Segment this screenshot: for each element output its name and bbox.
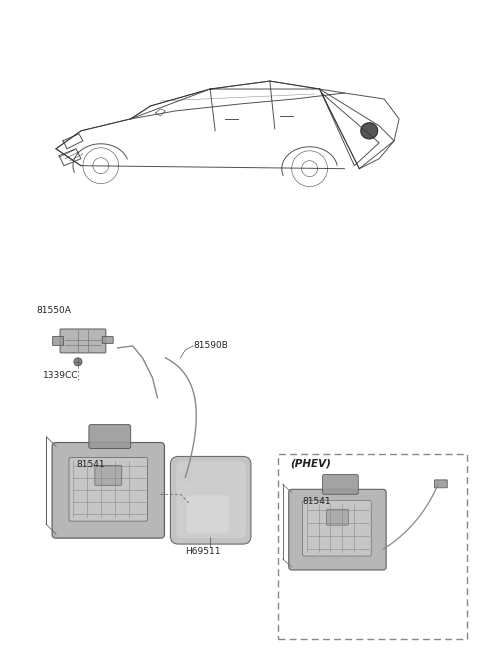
FancyBboxPatch shape bbox=[170, 457, 251, 544]
Text: 81541: 81541 bbox=[302, 497, 331, 507]
FancyBboxPatch shape bbox=[60, 329, 106, 353]
FancyBboxPatch shape bbox=[323, 474, 358, 494]
Text: H69511: H69511 bbox=[185, 547, 221, 556]
FancyBboxPatch shape bbox=[95, 465, 122, 486]
FancyBboxPatch shape bbox=[186, 495, 229, 533]
Text: (PHEV): (PHEV) bbox=[290, 459, 331, 468]
Text: 1339CC: 1339CC bbox=[43, 371, 79, 380]
FancyBboxPatch shape bbox=[53, 336, 63, 346]
Circle shape bbox=[74, 358, 82, 366]
Text: 81550A: 81550A bbox=[36, 306, 71, 315]
FancyBboxPatch shape bbox=[102, 336, 113, 344]
FancyBboxPatch shape bbox=[302, 500, 371, 556]
FancyBboxPatch shape bbox=[69, 457, 147, 521]
FancyBboxPatch shape bbox=[434, 480, 447, 488]
Polygon shape bbox=[361, 123, 378, 139]
FancyBboxPatch shape bbox=[89, 424, 131, 449]
FancyBboxPatch shape bbox=[176, 461, 246, 538]
Text: 81590B: 81590B bbox=[193, 341, 228, 350]
FancyBboxPatch shape bbox=[180, 472, 192, 482]
FancyBboxPatch shape bbox=[288, 489, 386, 570]
Bar bbox=[278, 455, 467, 639]
FancyBboxPatch shape bbox=[326, 509, 348, 525]
FancyBboxPatch shape bbox=[52, 443, 165, 538]
Text: 81541: 81541 bbox=[76, 461, 105, 469]
